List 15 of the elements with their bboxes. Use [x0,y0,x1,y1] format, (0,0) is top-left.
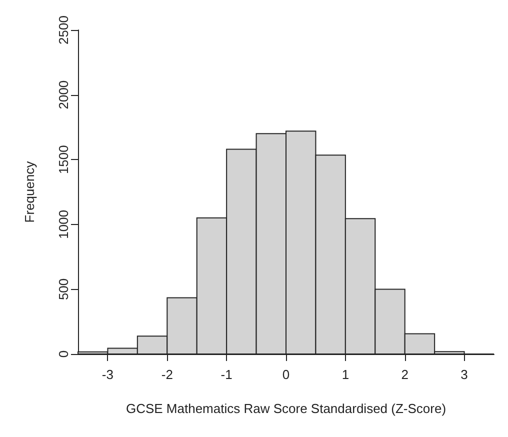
y-tick-label: 2500 [56,16,71,44]
x-axis-title: GCSE Mathematics Raw Score Standardised (Z-Score) [126,401,446,416]
x-tick-label: 1 [342,367,350,382]
x-tick-label: 0 [282,367,290,382]
x-tick-label: 2 [401,367,408,382]
y-tick-label: 2000 [56,80,71,110]
y-tick-label: 1000 [56,210,71,239]
y-axis-title: Frequency [22,160,37,223]
x-tick-label: -2 [161,367,173,382]
x-tick-label: -1 [220,367,232,382]
y-tick-label: 1500 [56,145,71,174]
x-tick-label: -3 [102,367,114,382]
x-tick-label: 3 [460,367,468,382]
y-tick-label: 0 [56,350,71,358]
y-tick-label: 500 [56,278,71,300]
